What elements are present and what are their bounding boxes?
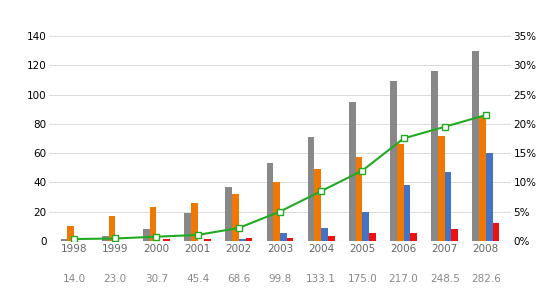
Bar [328,236,334,241]
Text: 248.5: 248.5 [430,274,460,284]
Bar [191,203,198,241]
Bar [239,239,245,241]
Bar [232,194,239,241]
Bar [273,182,280,241]
Bar [267,163,273,241]
Text: 133.1: 133.1 [306,274,336,284]
Bar [432,71,438,241]
Bar [410,234,417,241]
Text: 217.0: 217.0 [389,274,418,284]
Bar [321,228,328,241]
Bar [390,82,397,241]
Bar [438,135,445,241]
Bar [109,216,115,241]
Bar [492,223,499,241]
Bar [369,234,376,241]
Bar [102,236,109,241]
Text: 282.6: 282.6 [471,274,501,284]
Bar [397,144,404,241]
Bar [315,169,321,241]
Text: 14.0: 14.0 [63,274,86,284]
Bar [204,239,211,241]
Bar [184,213,191,241]
Bar [349,102,356,241]
Bar [404,185,410,241]
Bar [287,238,293,241]
Bar [362,212,369,241]
Text: 30.7: 30.7 [145,274,168,284]
Bar [308,137,315,241]
Bar [280,234,287,241]
Bar [486,153,492,241]
Bar [479,116,486,241]
Bar [245,238,252,241]
Bar [143,229,150,241]
Bar [68,226,74,241]
Bar [445,172,451,241]
Bar [356,157,362,241]
Text: 175.0: 175.0 [348,274,377,284]
Bar [163,239,170,241]
Text: 23.0: 23.0 [104,274,127,284]
Text: 68.6: 68.6 [227,274,250,284]
Text: 99.8: 99.8 [268,274,292,284]
Bar [61,239,68,241]
Bar [226,187,232,241]
Bar [150,207,156,241]
Text: 45.4: 45.4 [186,274,209,284]
Bar [451,229,458,241]
Bar [473,51,479,241]
